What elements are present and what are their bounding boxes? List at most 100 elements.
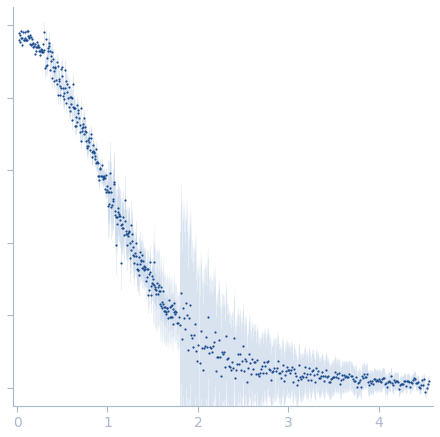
Point <box>227 364 234 371</box>
Point <box>289 378 296 385</box>
Point <box>126 239 133 246</box>
Point <box>369 380 376 387</box>
Point <box>101 173 108 180</box>
Point <box>19 29 26 36</box>
Point <box>63 88 70 95</box>
Point <box>78 125 85 132</box>
Point <box>276 370 283 377</box>
Point <box>209 343 216 350</box>
Point <box>38 46 45 53</box>
Point <box>238 367 245 374</box>
Point <box>215 336 222 343</box>
Point <box>24 28 31 35</box>
Point <box>183 300 190 307</box>
Point <box>143 277 150 284</box>
Point <box>55 62 62 69</box>
Point <box>280 378 287 385</box>
Point <box>21 34 28 41</box>
Point <box>171 311 178 318</box>
Point <box>360 371 367 378</box>
Point <box>152 286 159 293</box>
Point <box>102 185 109 192</box>
Point <box>47 52 54 59</box>
Point <box>71 104 78 111</box>
Point <box>149 280 156 287</box>
Point <box>80 115 87 122</box>
Point <box>342 374 349 381</box>
Point <box>164 305 171 312</box>
Point <box>252 359 259 366</box>
Point <box>327 379 334 386</box>
Point <box>203 343 210 350</box>
Point <box>178 289 185 296</box>
Point <box>22 36 29 43</box>
Point <box>414 380 421 387</box>
Point <box>148 272 155 279</box>
Point <box>326 378 333 385</box>
Point <box>202 333 209 340</box>
Point <box>368 378 375 385</box>
Point <box>136 272 143 279</box>
Point <box>106 189 113 196</box>
Point <box>169 321 176 328</box>
Point <box>231 375 238 382</box>
Point <box>113 221 120 228</box>
Point <box>224 356 231 363</box>
Point <box>76 128 83 135</box>
Point <box>16 29 23 36</box>
Point <box>366 378 373 385</box>
Point <box>106 185 114 192</box>
Point <box>417 384 424 391</box>
Point <box>87 146 94 153</box>
Point <box>152 286 159 293</box>
Point <box>356 377 363 384</box>
Point <box>422 388 429 395</box>
Point <box>57 66 64 73</box>
Point <box>221 363 228 370</box>
Point <box>79 124 86 131</box>
Point <box>365 381 372 388</box>
Point <box>167 304 174 311</box>
Point <box>70 104 77 111</box>
Point <box>363 370 370 377</box>
Point <box>275 370 282 377</box>
Point <box>26 31 33 38</box>
Point <box>65 84 72 91</box>
Point <box>137 258 144 265</box>
Point <box>168 302 175 309</box>
Point <box>199 366 206 373</box>
Point <box>124 242 131 249</box>
Point <box>396 381 403 388</box>
Point <box>214 353 221 360</box>
Point <box>165 314 172 321</box>
Point <box>47 67 54 74</box>
Point <box>149 275 156 282</box>
Point <box>373 377 380 384</box>
Point <box>146 271 153 277</box>
Point <box>91 149 98 156</box>
Point <box>60 90 67 97</box>
Point <box>392 378 399 385</box>
Point <box>234 360 241 367</box>
Point <box>323 367 330 374</box>
Point <box>279 362 286 369</box>
Point <box>170 305 177 312</box>
Point <box>181 315 188 322</box>
Point <box>295 361 302 368</box>
Point <box>260 369 267 376</box>
Point <box>44 45 51 52</box>
Point <box>205 350 212 357</box>
Point <box>424 381 431 388</box>
Point <box>309 367 316 374</box>
Point <box>180 305 187 312</box>
Point <box>141 264 148 271</box>
Point <box>30 43 37 50</box>
Point <box>103 183 110 190</box>
Point <box>281 371 288 378</box>
Point <box>158 283 165 290</box>
Point <box>400 381 407 388</box>
Point <box>79 128 86 135</box>
Point <box>364 378 371 385</box>
Point <box>151 284 158 291</box>
Point <box>237 351 244 358</box>
